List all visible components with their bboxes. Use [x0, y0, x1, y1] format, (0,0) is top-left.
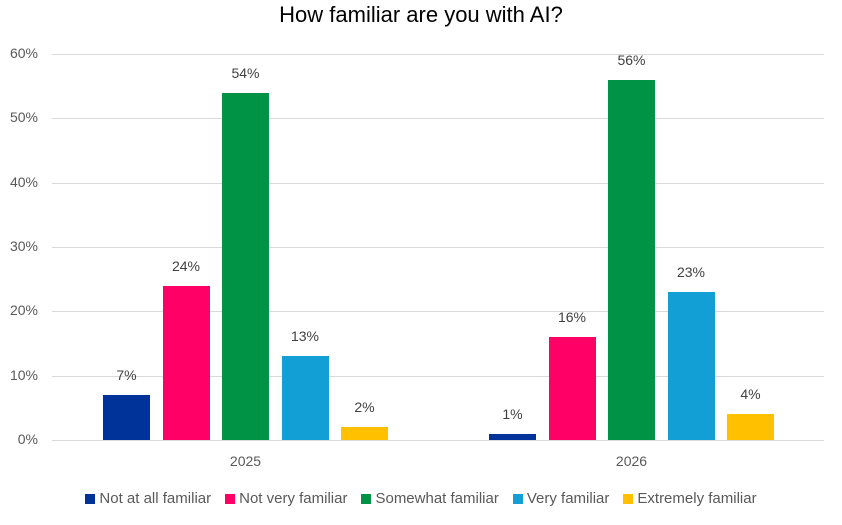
gridline — [52, 311, 824, 313]
bar — [281, 356, 329, 440]
bar — [162, 285, 210, 440]
legend-label: Somewhat familiar — [375, 490, 499, 507]
x-category-label: 2025 — [229, 453, 262, 469]
legend-swatch-icon — [361, 493, 372, 504]
bar — [548, 337, 596, 440]
gridline — [52, 247, 824, 248]
x-category-label: 2026 — [615, 453, 648, 469]
data-label: 56% — [617, 51, 646, 68]
legend-item: Not very familiar — [225, 490, 347, 507]
bar — [222, 92, 269, 440]
gridline — [52, 375, 824, 377]
legend-label: Extremely familiar — [637, 490, 757, 507]
y-tick-label: 10% — [9, 366, 38, 383]
data-label: 2% — [354, 399, 375, 416]
bar — [608, 79, 655, 440]
data-label: 1% — [502, 405, 523, 422]
y-tick-label: 20% — [9, 302, 38, 319]
data-label: 23% — [676, 264, 706, 281]
bar — [489, 433, 536, 440]
data-label: 7% — [116, 366, 137, 383]
y-tick-label: 0% — [17, 431, 38, 447]
data-label: 24% — [171, 257, 201, 274]
y-tick-label: 60% — [9, 45, 38, 61]
legend-label: Very familiar — [526, 490, 610, 507]
bar — [341, 427, 388, 440]
data-label: 4% — [740, 386, 761, 403]
legend: Not at all familiar Not very familiar Some… — [0, 490, 842, 507]
bar — [667, 292, 715, 440]
y-tick-label: 30% — [9, 238, 38, 254]
data-label: 54% — [231, 64, 260, 81]
legend-swatch-icon — [623, 493, 634, 504]
bar — [103, 394, 150, 440]
legend-item: Not at all familiar — [85, 490, 211, 507]
data-label: 16% — [557, 309, 587, 326]
gridline — [52, 182, 824, 184]
bar — [727, 414, 774, 440]
legend-item: Extremely familiar — [623, 490, 757, 507]
legend-label: Not very familiar — [239, 490, 348, 507]
legend-swatch-icon — [85, 493, 96, 504]
legend-item: Somewhat familiar — [361, 490, 499, 507]
gridline — [52, 118, 824, 120]
data-label: 13% — [290, 328, 320, 345]
legend-item: Very familiar — [512, 490, 610, 507]
gridline — [52, 440, 824, 441]
chart-title: How familiar are you with AI? — [279, 2, 563, 27]
legend-swatch-icon — [225, 493, 236, 504]
legend-swatch-icon — [512, 493, 523, 504]
gridline — [52, 54, 824, 55]
y-tick-label: 50% — [9, 109, 38, 126]
legend-label: Not at all familiar — [99, 490, 212, 507]
y-tick-label: 40% — [9, 173, 38, 190]
